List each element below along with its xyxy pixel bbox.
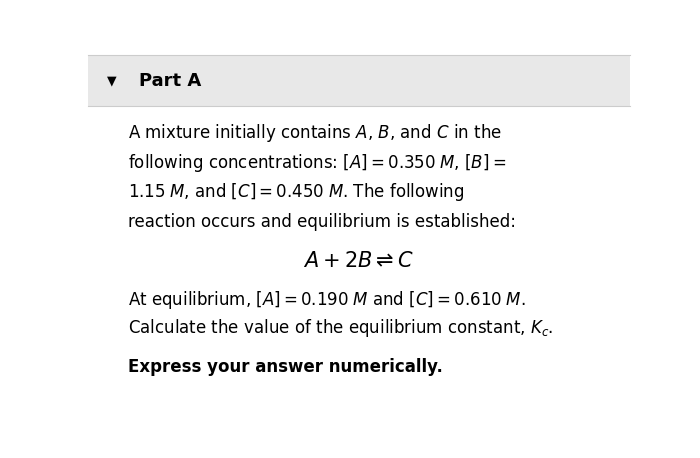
Text: $A + 2B \rightleftharpoons C$: $A + 2B \rightleftharpoons C$: [303, 251, 414, 271]
Text: reaction occurs and equilibrium is established:: reaction occurs and equilibrium is estab…: [128, 213, 516, 231]
Text: Part A: Part A: [139, 72, 202, 90]
Text: following concentrations: $[A] = 0.350\; M$, $[B] =$: following concentrations: $[A] = 0.350\;…: [128, 152, 506, 174]
Text: A mixture initially contains $\mathit{A}$, $\mathit{B}$, and $\mathit{C}$ in the: A mixture initially contains $\mathit{A}…: [128, 121, 502, 143]
Text: Express your answer numerically.: Express your answer numerically.: [128, 358, 443, 376]
Text: At equilibrium, $[A] = 0.190\; M$ and $[C] = 0.610\; M$.: At equilibrium, $[A] = 0.190\; M$ and $[…: [128, 289, 526, 311]
Text: Calculate the value of the equilibrium constant, $K_c$.: Calculate the value of the equilibrium c…: [128, 317, 554, 339]
Text: $1.15\; M$, and $[C] = 0.450\; M$. The following: $1.15\; M$, and $[C] = 0.450\; M$. The f…: [128, 181, 465, 203]
FancyBboxPatch shape: [88, 55, 630, 106]
Text: ▼: ▼: [107, 74, 117, 87]
